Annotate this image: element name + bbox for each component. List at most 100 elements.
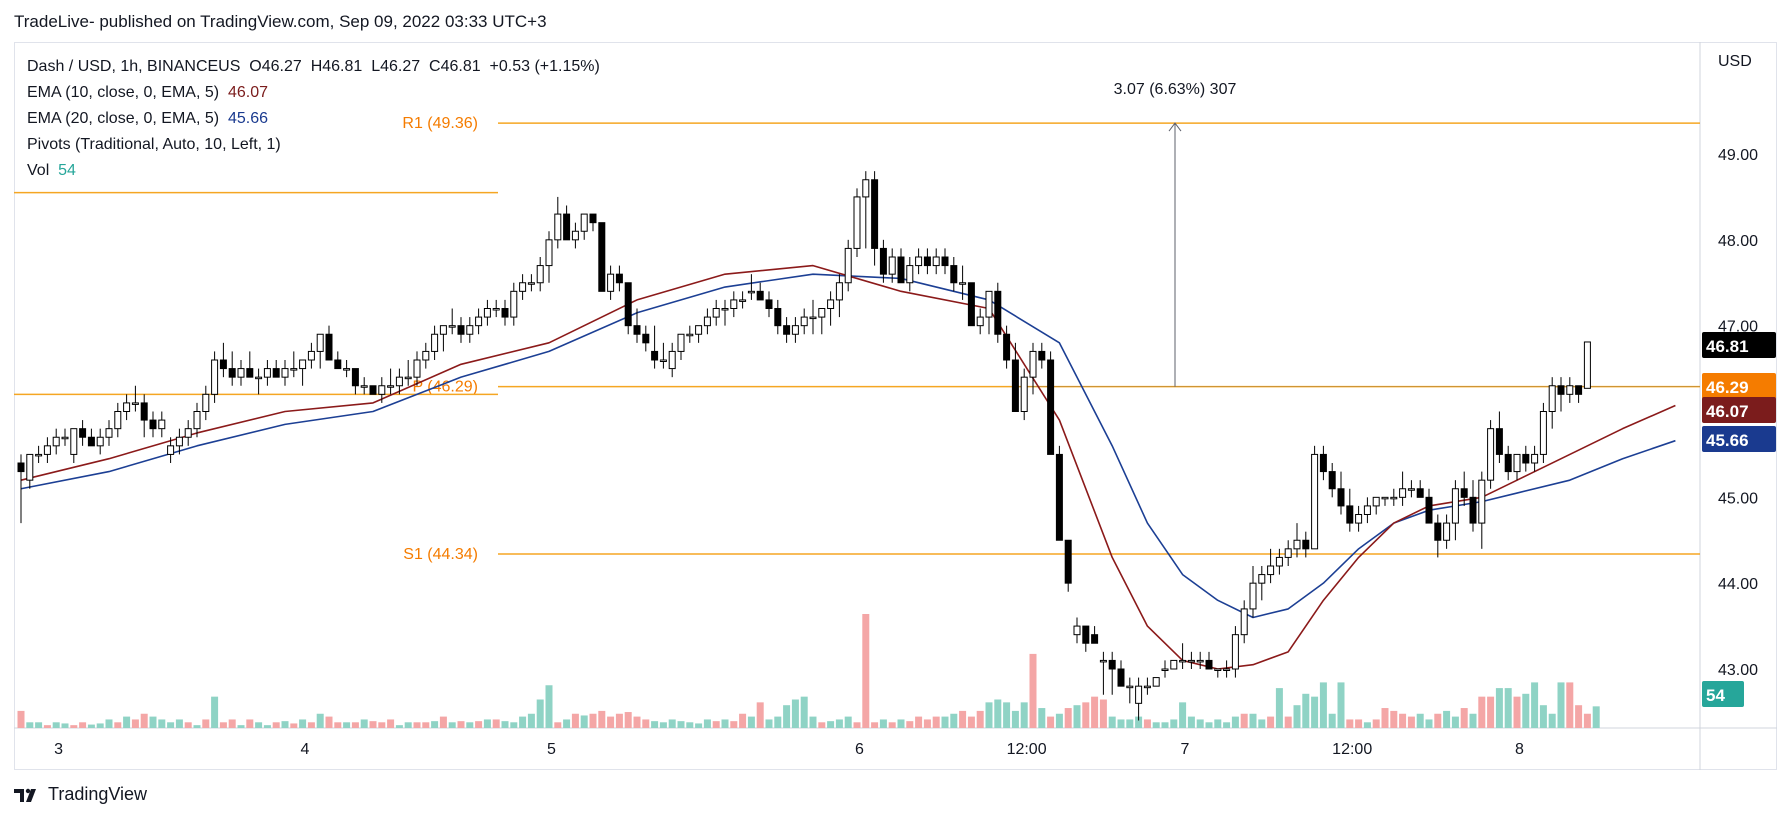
candle-body bbox=[369, 385, 377, 395]
candle-body bbox=[1135, 685, 1143, 704]
candle-body bbox=[395, 376, 403, 387]
candle-body bbox=[1319, 453, 1327, 473]
candle-body bbox=[686, 333, 694, 337]
volume-bar bbox=[959, 710, 967, 728]
y-tick-label: 49.00 bbox=[1718, 147, 1758, 164]
volume-bar bbox=[1539, 705, 1547, 728]
ohlc-open-label: O bbox=[249, 58, 262, 75]
volume-bar bbox=[325, 716, 333, 728]
legend-vol-row[interactable]: Vol 54 bbox=[27, 158, 600, 184]
legend-ema10-row[interactable]: EMA (10, close, 0, EMA, 5) 46.07 bbox=[27, 80, 600, 106]
volume-bar bbox=[1478, 696, 1486, 728]
candle-body bbox=[307, 350, 315, 361]
candle-body bbox=[413, 359, 421, 378]
volume-bar bbox=[1091, 696, 1099, 728]
candle-body bbox=[263, 368, 271, 378]
volume-bar bbox=[1161, 722, 1169, 728]
volume-bar bbox=[404, 722, 412, 728]
volume-bar bbox=[774, 716, 782, 728]
volume-bar bbox=[686, 722, 694, 728]
volume-bar bbox=[202, 719, 210, 728]
volume-bar bbox=[1487, 696, 1495, 728]
volume-bar bbox=[1495, 688, 1503, 728]
candle-body bbox=[642, 333, 650, 344]
volume-bar bbox=[184, 722, 192, 728]
volume-bar bbox=[1469, 713, 1477, 728]
volume-bar bbox=[1231, 716, 1239, 728]
volume-bar bbox=[475, 721, 483, 728]
volume-bar bbox=[131, 719, 139, 728]
volume-bar bbox=[457, 721, 465, 728]
candle-body bbox=[941, 256, 949, 267]
volume-bar bbox=[123, 716, 131, 728]
candle-body bbox=[439, 325, 447, 335]
volume-bar bbox=[976, 710, 984, 728]
x-tick-label: 3 bbox=[54, 741, 63, 758]
volume-bar bbox=[1223, 722, 1231, 728]
ema20-line bbox=[20, 273, 1676, 619]
price-label-bg bbox=[1702, 397, 1776, 423]
measure-arrow-head bbox=[1168, 122, 1182, 132]
candle-body bbox=[378, 385, 386, 395]
ohlc-change: +0.53 (+1.15%) bbox=[489, 58, 600, 75]
candle-body bbox=[1407, 488, 1415, 491]
volume-bar bbox=[1443, 710, 1451, 728]
candle-body bbox=[246, 368, 254, 378]
candle-body bbox=[1478, 479, 1486, 524]
candle-body bbox=[659, 359, 667, 362]
volume-bar bbox=[193, 725, 201, 728]
ohlc-low-label: L bbox=[371, 58, 381, 75]
volume-bar bbox=[703, 719, 711, 728]
price-label-text: 46.81 bbox=[1706, 337, 1749, 356]
candle-body bbox=[175, 436, 183, 447]
volume-bar bbox=[1135, 716, 1143, 728]
legend-ema20-row[interactable]: EMA (20, close, 0, EMA, 5) 45.66 bbox=[27, 106, 600, 132]
candle-body bbox=[835, 282, 843, 301]
candle-body bbox=[211, 359, 219, 395]
volume-bar bbox=[1319, 682, 1327, 728]
tradingview-footer[interactable]: TradingView bbox=[14, 784, 147, 805]
candle-body bbox=[466, 325, 474, 335]
volume-bar bbox=[967, 716, 975, 728]
candle-body bbox=[756, 290, 764, 301]
candle-body bbox=[1187, 659, 1195, 663]
volume-bar bbox=[536, 699, 544, 728]
volume-bar bbox=[721, 719, 729, 728]
candle-body bbox=[598, 222, 606, 292]
candle-body bbox=[818, 308, 826, 318]
volume-bar bbox=[87, 724, 95, 728]
price-label-bg bbox=[1702, 332, 1776, 358]
candle-body bbox=[1293, 539, 1301, 550]
candle-body bbox=[387, 385, 395, 388]
volume-bar bbox=[413, 722, 421, 728]
pivot-label: P (46.29) bbox=[412, 379, 478, 396]
volume-bar bbox=[1372, 719, 1380, 728]
volume-bar bbox=[879, 719, 887, 728]
legend-pivots-row[interactable]: Pivots (Traditional, Auto, 10, Left, 1) bbox=[27, 132, 600, 158]
y-tick-label: 45.00 bbox=[1718, 490, 1758, 507]
candle-body bbox=[1531, 453, 1539, 464]
ema10-label: EMA (10, close, 0, EMA, 5) bbox=[27, 84, 220, 101]
candle-body bbox=[1363, 505, 1371, 515]
candle-body bbox=[791, 325, 799, 335]
volume-bar bbox=[140, 713, 148, 728]
legend-symbol-row[interactable]: Dash / USD, 1h, BINANCEUS O46.27 H46.81 … bbox=[27, 54, 600, 80]
volume-bar bbox=[1126, 719, 1134, 728]
candle-body bbox=[950, 265, 958, 284]
candle-body bbox=[1223, 668, 1231, 671]
candle-body bbox=[923, 256, 931, 267]
publish-header: TradeLive- published on TradingView.com,… bbox=[14, 12, 547, 31]
candle-body bbox=[343, 368, 351, 371]
chart-frame[interactable] bbox=[14, 42, 1777, 770]
candle-body bbox=[26, 453, 34, 481]
candle-body bbox=[862, 179, 870, 198]
volume-bar bbox=[1055, 713, 1063, 728]
ohlc-high: 46.81 bbox=[322, 58, 363, 75]
candle-body bbox=[589, 213, 597, 224]
volume-bar bbox=[545, 685, 553, 728]
volume-bar bbox=[466, 722, 474, 728]
price-label-text: 54 bbox=[1706, 686, 1725, 705]
volume-bar bbox=[1592, 706, 1600, 728]
tradingview-brand: TradingView bbox=[48, 784, 148, 804]
